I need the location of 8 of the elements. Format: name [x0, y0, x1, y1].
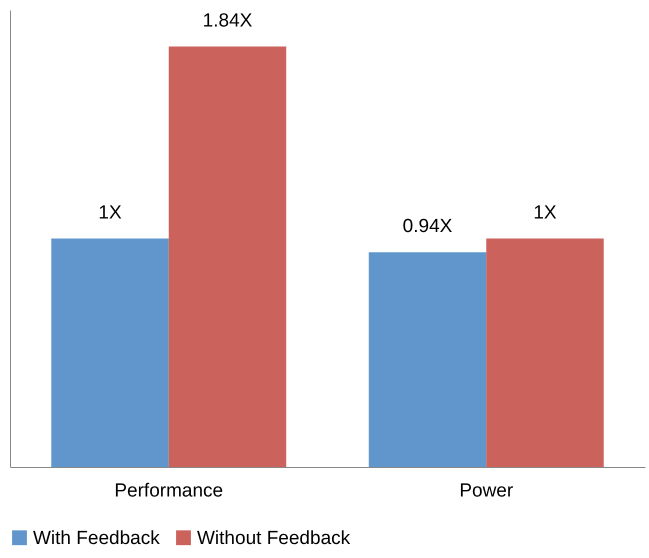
data-label: 0.94X: [402, 216, 453, 238]
legend-label: Without Feedback: [197, 528, 351, 549]
x-tick-label: Performance: [114, 480, 224, 502]
data-label: 1.84X: [202, 10, 253, 32]
data-label: 1X: [533, 202, 557, 224]
x-tick-label: Power: [459, 480, 514, 502]
legend-label: With Feedback: [33, 528, 160, 549]
data-label: 1X: [98, 202, 122, 224]
